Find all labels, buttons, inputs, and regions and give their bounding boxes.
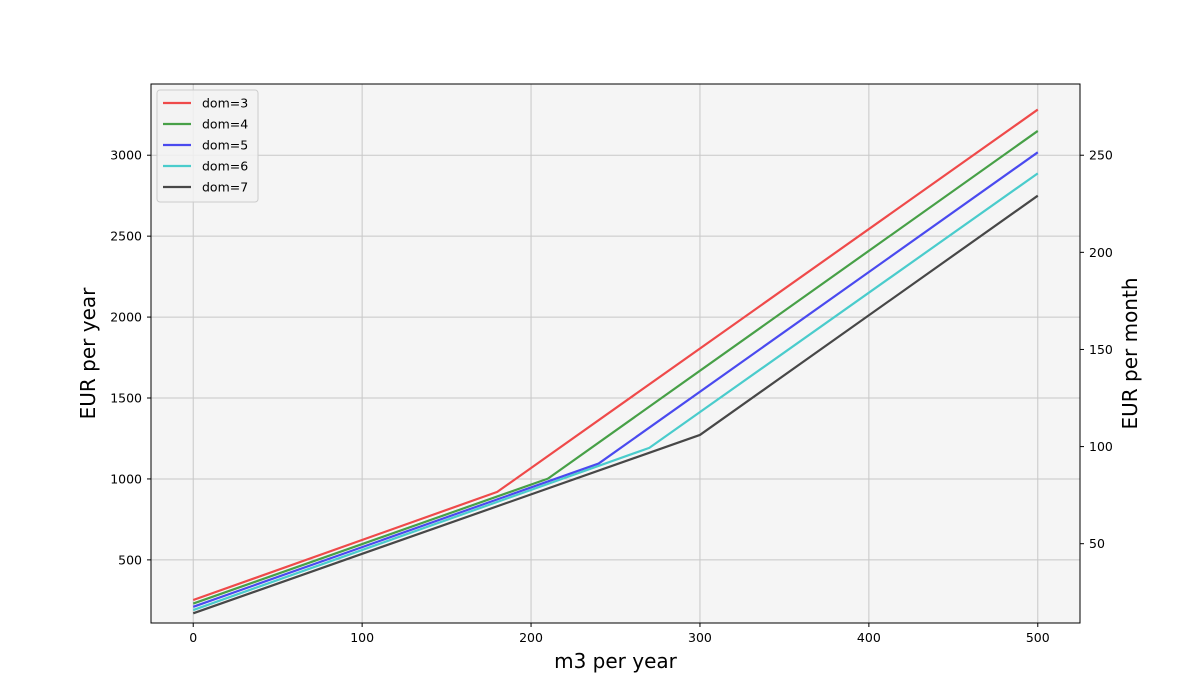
plot-background bbox=[151, 84, 1080, 623]
x-axis-ticks: 0 100 200 300 400 500 bbox=[189, 623, 1050, 645]
series-line-dom=5 bbox=[192, 151, 1039, 608]
legend-entry: dom=5 bbox=[202, 138, 248, 153]
right-y-axis-title: EUR per month bbox=[1118, 277, 1142, 429]
y-tick-label: 500 bbox=[118, 552, 142, 567]
x-tick-label: 200 bbox=[519, 630, 543, 645]
y-tick-label: 1000 bbox=[110, 471, 142, 486]
legend-entry: dom=4 bbox=[202, 117, 248, 132]
right-y-axis-ticks: 50 100 150 200 250 bbox=[1080, 148, 1113, 551]
series-line-dom=6 bbox=[192, 172, 1039, 612]
legend-entry: dom=7 bbox=[202, 180, 248, 195]
right-y-tick-label: 100 bbox=[1089, 439, 1113, 454]
legend-entry: dom=6 bbox=[202, 159, 248, 174]
legend: dom=3 dom=4 dom=5 dom=6 dom=7 bbox=[156, 89, 259, 203]
y-tick-label: 3000 bbox=[110, 148, 142, 163]
right-y-tick-label: 200 bbox=[1089, 245, 1113, 260]
y-axis-title: EUR per year bbox=[76, 287, 100, 420]
series-line-dom=4 bbox=[192, 130, 1039, 605]
series-line-dom=3 bbox=[192, 108, 1039, 602]
y-tick-label: 2000 bbox=[110, 310, 142, 325]
x-tick-label: 500 bbox=[1026, 630, 1050, 645]
legend-entry: dom=3 bbox=[202, 96, 248, 111]
right-y-tick-label: 50 bbox=[1089, 536, 1105, 551]
x-tick-label: 100 bbox=[350, 630, 374, 645]
right-y-tick-label: 250 bbox=[1089, 148, 1113, 163]
y-tick-label: 2500 bbox=[110, 229, 142, 244]
y-axis-ticks: 500 1000 1500 2000 2500 3000 bbox=[110, 148, 151, 567]
x-tick-label: 400 bbox=[857, 630, 881, 645]
series-line-dom=7 bbox=[192, 194, 1039, 615]
right-y-tick-label: 150 bbox=[1089, 342, 1113, 357]
y-tick-label: 1500 bbox=[110, 391, 142, 406]
x-tick-label: 300 bbox=[688, 630, 712, 645]
x-axis-title: m3 per year bbox=[554, 649, 678, 673]
plot-frame bbox=[150, 83, 1081, 624]
legend-box bbox=[156, 89, 259, 203]
x-tick-label: 0 bbox=[189, 630, 197, 645]
series-lines bbox=[192, 108, 1039, 615]
